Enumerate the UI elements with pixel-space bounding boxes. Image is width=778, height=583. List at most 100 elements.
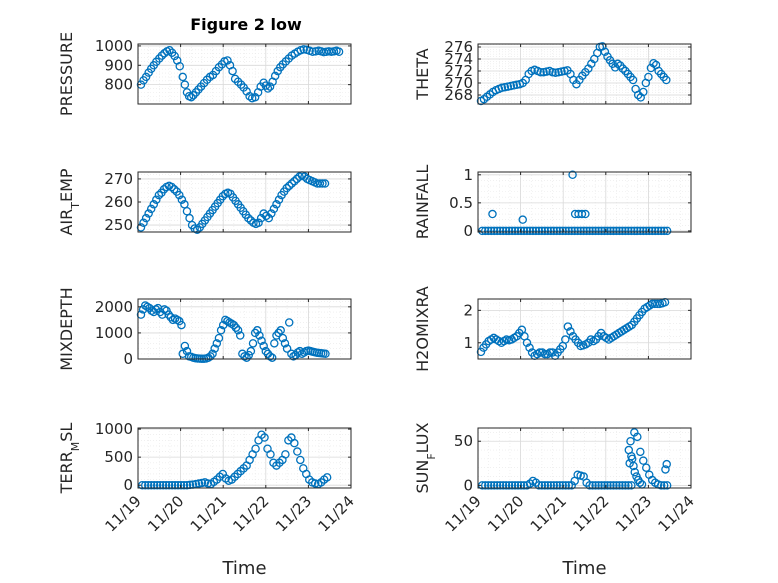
airtemp-data-point (274, 195, 284, 204)
rainfall-data-point (606, 226, 615, 236)
airtemp-data-point (287, 179, 297, 188)
sunflux-data-point (561, 481, 571, 490)
rainfall-data-point (612, 226, 621, 236)
rainfall-data-point (488, 209, 497, 219)
airtemp-data-point (141, 213, 151, 223)
rainfall-ytick-label: 0 (463, 222, 473, 240)
airtemp-data-point (318, 179, 327, 188)
sunflux-data-point (636, 447, 645, 457)
h2omixra-data-point (476, 347, 486, 357)
rainfall-data-point (531, 226, 541, 236)
sunflux-ylabel: SUNFLUX (413, 422, 438, 493)
terrmsl-data-point (251, 444, 260, 453)
rainfall-data-point (659, 226, 669, 236)
rainfall-data-point (627, 226, 636, 236)
sunflux-data-point (546, 481, 556, 490)
h2omixra-ytick-label: 1 (463, 334, 473, 352)
terrmsl-data-point (146, 480, 156, 490)
sunflux-data-point (609, 481, 618, 490)
h2omixra-points (476, 297, 670, 361)
theta-data-point (618, 64, 628, 73)
rainfall-data-point (645, 226, 654, 236)
rainfall-data-point (507, 226, 517, 236)
sunflux-data-point (630, 467, 640, 477)
theta-points (476, 42, 671, 106)
terrmsl-xtick-label: 11/23 (272, 492, 315, 535)
pressure-data-point (157, 51, 167, 60)
mixdepth-data-point (248, 339, 258, 348)
terrmsl-ytick-label: 500 (104, 448, 133, 466)
sunflux-data-point (618, 481, 627, 490)
rainfall-data-point (639, 226, 648, 236)
terrmsl-axes-frame (137, 427, 352, 489)
rainfall-data-point (624, 226, 633, 236)
rainfall-data-point (546, 226, 556, 236)
mixdepth-data-point (261, 346, 271, 356)
airtemp-data-point (290, 176, 299, 186)
sunflux-data-point (629, 461, 638, 471)
sunflux-xtick-label: 11/24 (655, 492, 698, 535)
mixdepth-data-point (210, 344, 219, 353)
sunflux-ylabel-part: SUN (413, 460, 432, 494)
terrmsl-data-point (161, 480, 171, 490)
sunflux-data-point (615, 481, 624, 490)
terrmsl-ylabel-sub: M (69, 442, 82, 452)
sunflux-data-point (591, 481, 600, 490)
sunflux-data-point (588, 481, 597, 490)
rainfall-data-point (656, 226, 666, 236)
mixdepth-data-point (280, 339, 290, 348)
rainfall-data-point (633, 226, 642, 236)
rainfall-data-point (498, 226, 508, 236)
airtemp-points (136, 171, 330, 234)
rainfall-data-point (609, 226, 618, 236)
sunflux-data-point (597, 481, 606, 490)
airtemp-data-point (192, 225, 202, 234)
sunflux-data-point (510, 481, 520, 490)
sunflux-data-point (627, 481, 636, 490)
airtemp-data-point (261, 211, 271, 221)
terrmsl-data-point (310, 479, 320, 488)
rainfall-data-point (615, 226, 624, 236)
panel-h2omixra: 1 2 H2OMIXRA (413, 286, 692, 372)
rainfall-data-point (567, 226, 576, 236)
sunflux-data-point (486, 481, 496, 490)
pressure-ytick-label: 900 (104, 56, 133, 74)
terrmsl-points (138, 430, 332, 490)
airtemp-data-point (144, 209, 153, 218)
rainfall-data-point (591, 226, 600, 236)
sunflux-data-point (612, 481, 621, 490)
sunflux-xtick-label: 11/21 (527, 492, 570, 535)
theta-ytick-label: 270 (444, 74, 473, 92)
mixdepth-ytick-label: 0 (123, 350, 133, 368)
terrmsl-data-point (322, 473, 332, 482)
theta-data-point (662, 75, 671, 85)
mixdepth-data-point (180, 341, 190, 351)
sunflux-data-point (626, 436, 635, 446)
airtemp-ylabel: AIRTEMP (57, 168, 82, 235)
rainfall-data-point (600, 226, 609, 236)
mixdepth-data-point (206, 352, 215, 361)
sunflux-xtick-label: 11/20 (484, 492, 527, 535)
mixdepth-ylabel: MIXDEPTH (57, 287, 76, 370)
sunflux-data-point (501, 481, 511, 490)
rainfall-data-point (549, 226, 559, 236)
terrmsl-data-point (152, 480, 162, 490)
sunflux-data-point (480, 481, 490, 490)
terrmsl-data-point (164, 480, 174, 490)
rainfall-ytick-label: 0.5 (449, 194, 473, 212)
rainfall-data-point (492, 226, 502, 236)
airtemp-ylabel-part: AIR (57, 209, 76, 236)
rainfall-data-point (582, 226, 591, 236)
sunflux-data-point (483, 481, 493, 490)
terrmsl-ylabel-part: TERR (57, 451, 76, 494)
theta-ytick-label: 268 (444, 86, 473, 104)
pressure-data-point (178, 72, 187, 82)
sunflux-data-point (513, 481, 523, 490)
airtemp-data-point (152, 195, 161, 204)
sunflux-data-point (507, 481, 517, 490)
terrmsl-data-point (155, 480, 165, 490)
sunflux-ylabel-sub: F (425, 453, 438, 459)
pressure-data-point (270, 71, 280, 81)
sunflux-data-point (498, 481, 508, 490)
